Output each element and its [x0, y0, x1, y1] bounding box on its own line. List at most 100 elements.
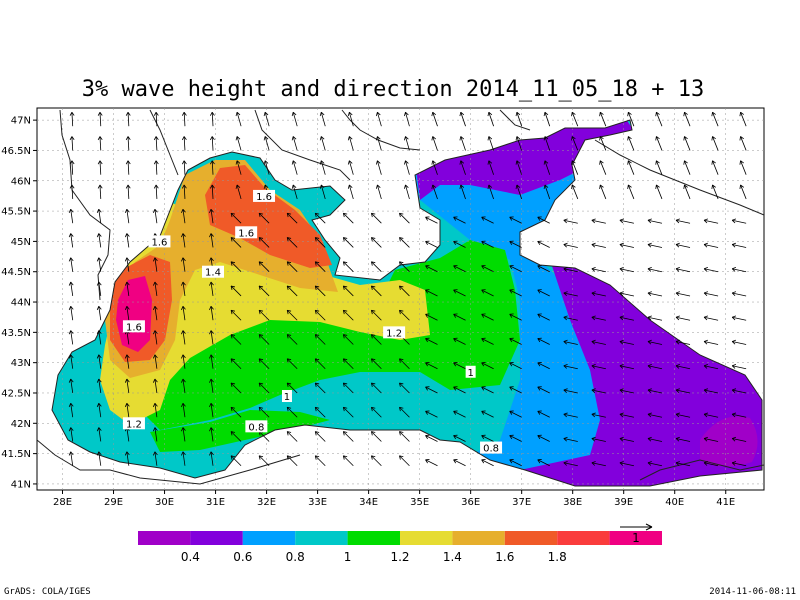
wave-arrow	[181, 451, 186, 466]
wave-arrow	[68, 402, 74, 418]
latitude-axis: 47N 46.5N 46N 45.5N 45N 44.5N 44N 43.5N 43N 42.5N…	[1, 116, 37, 490]
band-below-0.4	[700, 416, 758, 467]
wave-arrow	[647, 218, 663, 224]
wave-arrow	[509, 386, 522, 394]
wave-arrow	[481, 362, 494, 370]
wave-arrow	[711, 136, 719, 151]
lat-tick-label: 43N	[11, 358, 31, 369]
wave-arrow	[342, 431, 354, 442]
wave-arrow	[591, 436, 606, 442]
wave-arrow	[96, 451, 102, 466]
wave-arrow	[209, 136, 215, 151]
wave-arrow	[619, 315, 634, 321]
colorbar-swatch	[242, 531, 296, 545]
colorbar-label: 1.2	[390, 550, 409, 564]
lat-tick-label: 43.5N	[1, 328, 31, 339]
wave-arrow	[731, 388, 747, 394]
wave-arrow	[347, 111, 354, 127]
wave-arrow	[370, 212, 382, 224]
wave-arrow	[230, 431, 242, 442]
wave-arrow	[96, 378, 102, 394]
wave-arrow	[258, 358, 270, 370]
wave-arrow	[487, 136, 494, 151]
wave-arrow	[731, 461, 747, 467]
wave-arrow	[509, 337, 522, 345]
wave-arrow	[314, 334, 326, 345]
wave-arrow	[286, 309, 298, 321]
wave-arrow	[370, 237, 382, 248]
wave-arrow	[675, 412, 691, 418]
wave-arrow	[96, 354, 102, 369]
wave-arrow	[537, 434, 550, 442]
wave-arrow	[563, 218, 578, 224]
wave-arrow	[703, 315, 719, 321]
wave-arrow	[286, 334, 298, 345]
wave-arrow	[286, 455, 298, 467]
wave-arrow	[258, 382, 270, 394]
wave-arrow	[459, 160, 466, 175]
wave-arrow	[399, 237, 410, 248]
wave-arrow	[731, 339, 747, 345]
wave-arrow	[286, 431, 298, 442]
wave-arrow	[543, 160, 551, 175]
wave-arrow	[655, 160, 663, 175]
wave-arrow	[683, 136, 691, 151]
lon-tick-label: 31E	[206, 497, 225, 508]
wave-arrow	[619, 364, 634, 370]
wave-arrow	[69, 184, 75, 199]
wave-arrow	[647, 412, 663, 418]
wave-arrow	[703, 267, 719, 273]
svg-text:1.6: 1.6	[126, 322, 142, 333]
wave-arrow	[537, 386, 550, 394]
wave-arrow	[703, 388, 719, 394]
wave-arrow	[591, 461, 606, 467]
wave-arrow	[591, 267, 606, 273]
svg-text:1.4: 1.4	[205, 268, 221, 279]
wave-arrow	[258, 212, 270, 224]
wave-arrow	[181, 233, 186, 248]
contour-label: 0.8	[245, 420, 268, 433]
wave-arrow	[230, 358, 242, 370]
wave-arrow	[291, 184, 298, 200]
wave-arrow	[96, 281, 102, 297]
lon-tick-label: 35E	[410, 497, 429, 508]
wave-arrow	[153, 136, 159, 151]
wave-arrow	[404, 160, 410, 175]
contour-labels: 1.6 1.6 1.6 1.4 1.6 1.2 1 1 1.2 0.8 0.8	[122, 189, 503, 455]
wave-arrow	[731, 364, 747, 370]
wave-arrow	[181, 111, 187, 127]
wave-arrow	[68, 233, 74, 248]
wave-arrow	[619, 267, 634, 273]
wave-arrow	[68, 257, 74, 272]
wave-arrow	[258, 406, 270, 418]
wave-arrow	[563, 291, 578, 297]
wave-arrow	[230, 285, 242, 297]
wave-direction-arrows	[68, 111, 747, 467]
wave-arrow	[627, 184, 635, 200]
wave-arrow	[563, 315, 578, 321]
lat-tick-label: 45N	[11, 237, 31, 248]
wave-arrow	[286, 358, 298, 370]
wave-arrow	[647, 461, 663, 467]
lon-tick-label: 28E	[53, 497, 72, 508]
wave-arrow	[209, 184, 215, 199]
wave-arrow	[537, 265, 550, 273]
contour-label: 1.6	[122, 320, 145, 333]
wave-arrow	[96, 305, 102, 321]
wave-arrow	[96, 233, 102, 248]
colorbar-swatch	[609, 531, 662, 545]
wave-arrow	[591, 339, 606, 345]
svg-text:1.2: 1.2	[386, 328, 402, 339]
wave-arrow	[453, 240, 466, 248]
footer-right: 2014-11-06-08:11	[709, 587, 796, 597]
wave-arrow	[181, 136, 187, 151]
wave-arrow	[591, 291, 606, 297]
lat-tick-label: 44.5N	[1, 267, 31, 278]
lon-tick-label: 41E	[716, 497, 735, 508]
wave-arrow	[342, 212, 354, 224]
wave-arrow	[537, 337, 550, 345]
lon-tick-label: 39E	[614, 497, 633, 508]
wave-arrow	[399, 358, 410, 370]
wave-arrow	[314, 285, 326, 297]
